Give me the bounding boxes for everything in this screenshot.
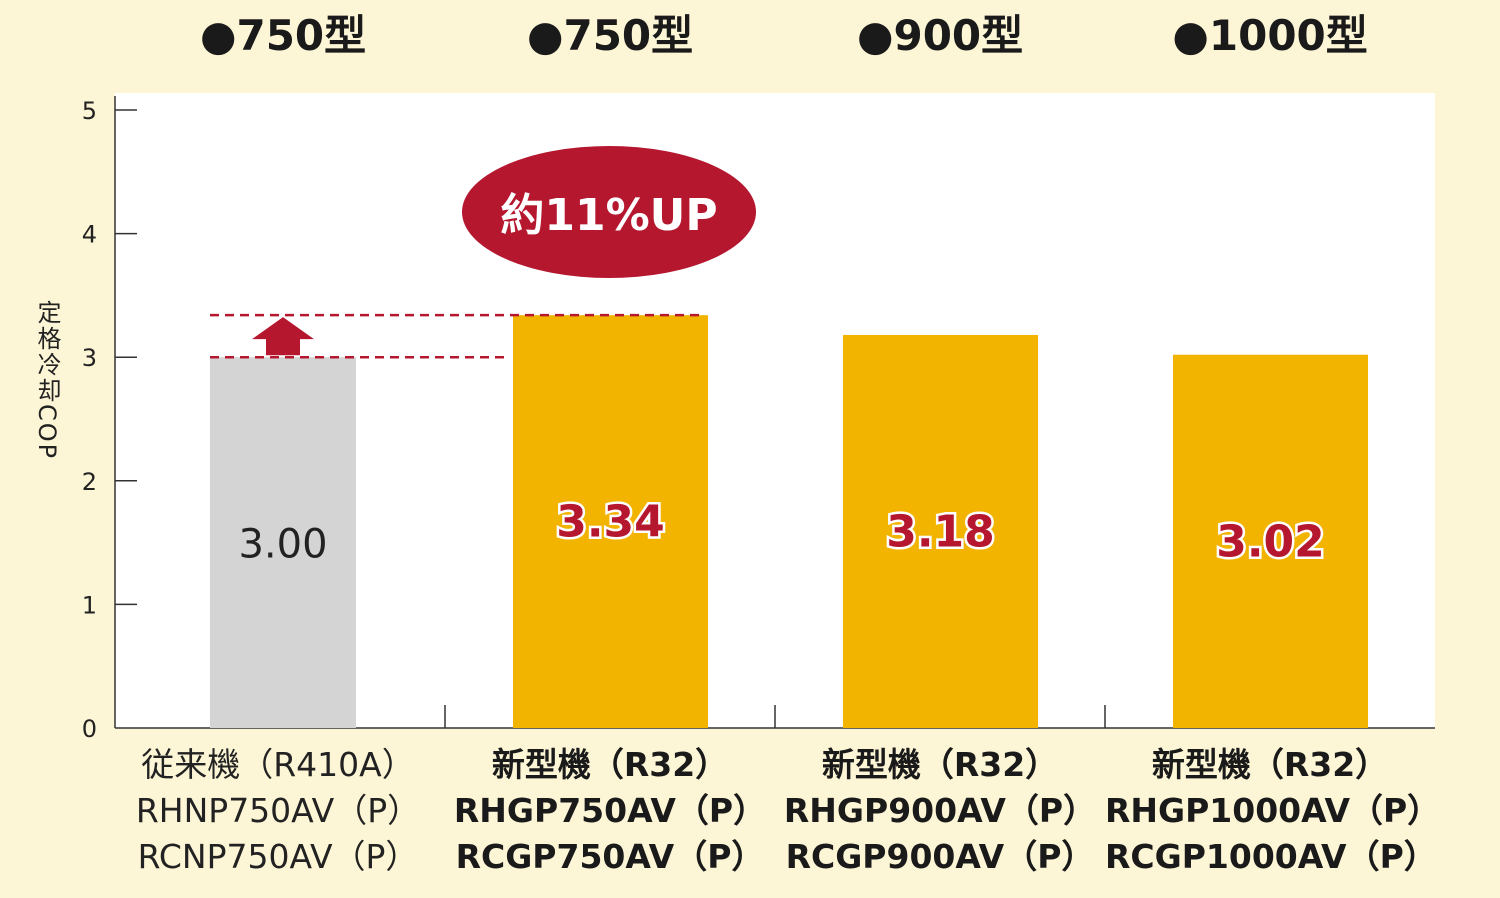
- y-tick-label-0: 0: [82, 715, 97, 743]
- category-4-line-2: RHGP1000AV（P）: [1105, 791, 1441, 830]
- improvement-badge-text: 約11%UP: [500, 190, 717, 241]
- category-3-line-3: RCGP900AV（P）: [785, 837, 1095, 876]
- value-label-2: 3.34: [556, 497, 665, 548]
- category-label-3: 新型機（R32） RHGP900AV（P） RCGP900AV（P）: [775, 742, 1105, 880]
- y-tick-label-3: 3: [82, 344, 97, 372]
- category-2-line-2: RHGP750AV（P）: [453, 791, 767, 830]
- category-2-line-1: 新型機（R32）: [491, 745, 729, 784]
- y-axis-label: 定格冷却COP: [33, 300, 61, 461]
- group-header-4: ●1000型: [1172, 11, 1368, 60]
- category-label-4: 新型機（R32） RHGP1000AV（P） RCGP1000AV（P）: [1105, 742, 1441, 880]
- improvement-badge: [462, 146, 756, 278]
- y-tick-label-4: 4: [82, 221, 97, 249]
- bar-3: [843, 334, 1038, 728]
- up-arrow-icon: [252, 317, 314, 356]
- category-1-line-2: RHNP750AV（P）: [135, 791, 421, 830]
- category-label-1: 従来機（R410A） RHNP750AV（P） RCNP750AV（P）: [113, 742, 443, 880]
- value-label-4: 3.02: [1216, 516, 1325, 567]
- category-label-2: 新型機（R32） RHGP750AV（P） RCGP750AV（P）: [445, 742, 775, 880]
- y-tick-label-2: 2: [82, 468, 97, 496]
- group-header-2: ●750型: [526, 11, 694, 60]
- group-header-1: ●750型: [199, 11, 367, 60]
- category-4-line-1: 新型機（R32）: [1151, 745, 1389, 784]
- category-4-line-3: RCGP1000AV（P）: [1105, 837, 1437, 876]
- value-label-1: 3.00: [238, 522, 327, 568]
- category-1-line-3: RCNP750AV（P）: [137, 837, 419, 876]
- bar-2: [513, 315, 708, 728]
- value-label-3: 3.18: [886, 506, 995, 557]
- y-tick-label-5: 5: [82, 97, 97, 125]
- bar-1: [210, 357, 356, 728]
- category-3-line-1: 新型機（R32）: [821, 745, 1059, 784]
- category-2-line-3: RCGP750AV（P）: [455, 837, 765, 876]
- category-3-line-2: RHGP900AV（P）: [783, 791, 1097, 830]
- category-1-line-1: 従来機（R410A）: [141, 745, 415, 784]
- group-header-3: ●900型: [856, 11, 1024, 60]
- bar-4: [1173, 354, 1368, 728]
- y-tick-label-1: 1: [82, 591, 97, 619]
